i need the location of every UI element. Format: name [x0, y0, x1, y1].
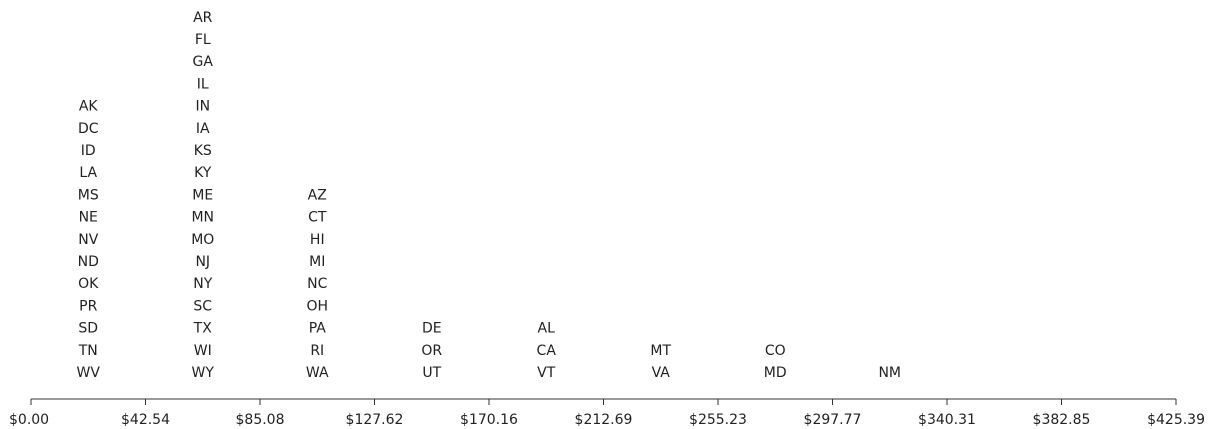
- state-label: WV: [77, 365, 101, 381]
- label-stack: AL CA VT: [537, 321, 557, 381]
- state-label: KY: [194, 165, 212, 181]
- state-label: NM: [878, 365, 901, 381]
- state-label: WI: [194, 343, 212, 359]
- state-label: UT: [422, 365, 441, 381]
- label-stack: DE OR UT: [421, 321, 442, 381]
- x-tick-label: $297.77: [804, 412, 862, 428]
- x-tick-label: $42.54: [121, 412, 170, 428]
- state-label: MT: [650, 343, 671, 359]
- state-label: HI: [310, 232, 325, 248]
- state-label: MN: [191, 210, 214, 226]
- state-label: OH: [306, 298, 328, 314]
- state-label: DC: [78, 121, 99, 137]
- state-label: SC: [193, 298, 212, 314]
- state-label: DE: [422, 321, 442, 337]
- state-label: MD: [764, 365, 787, 381]
- state-label: NJ: [195, 254, 210, 270]
- x-tick-label: $85.08: [236, 412, 285, 428]
- x-tick-label: $382.85: [1033, 412, 1091, 428]
- x-tick-label: $425.39: [1147, 412, 1205, 428]
- state-label: CT: [308, 210, 327, 226]
- state-label: TN: [78, 343, 98, 359]
- state-label: IN: [195, 99, 210, 115]
- x-tick-label: $127.62: [346, 412, 404, 428]
- state-label: TX: [193, 321, 213, 337]
- label-stack: AR FL GA IL IN IA KS KY ME MN MO NJ NY SC TX WI WY: [191, 10, 214, 381]
- x-axis-ticks: $0.00 $42.54 $85.08 $127.62 $170.16 $212.69 $2…: [9, 399, 1205, 428]
- state-label: AR: [193, 10, 213, 26]
- state-label: VA: [652, 365, 671, 381]
- label-stacks: AK DC ID LA MS NE NV ND OK PR SD TN WV AR FL GA IL IN IA KS…: [77, 10, 901, 381]
- label-stack: AZ CT HI MI NC OH PA RI WA: [306, 187, 329, 381]
- state-label: OR: [421, 343, 442, 359]
- state-label: RI: [310, 343, 324, 359]
- state-label: AL: [538, 321, 556, 337]
- state-label: SD: [78, 321, 98, 337]
- state-label: NY: [193, 276, 212, 292]
- state-label: AZ: [308, 187, 327, 203]
- state-label: OK: [78, 276, 99, 292]
- state-label: AK: [79, 99, 99, 115]
- state-label: ME: [192, 187, 213, 203]
- state-label: GA: [193, 54, 214, 70]
- state-label: PR: [79, 298, 97, 314]
- state-label: KS: [194, 143, 212, 159]
- state-label: IA: [196, 121, 210, 137]
- state-label: NC: [307, 276, 327, 292]
- state-label: NV: [78, 232, 98, 248]
- state-label: WA: [306, 365, 329, 381]
- label-stack: MT VA: [650, 343, 671, 381]
- x-tick-label: $340.31: [918, 412, 976, 428]
- x-tick-label: $255.23: [689, 412, 747, 428]
- label-stack: CO MD: [764, 343, 787, 381]
- state-label: FL: [195, 32, 211, 48]
- x-tick-label: $0.00: [9, 412, 49, 428]
- state-label: CA: [537, 343, 557, 359]
- label-stack: NM: [878, 365, 901, 381]
- x-tick-label: $212.69: [575, 412, 633, 428]
- state-label: MO: [191, 232, 214, 248]
- state-label: ND: [78, 254, 99, 270]
- state-label: ID: [81, 143, 96, 159]
- state-label: WY: [192, 365, 215, 381]
- state-label: IL: [197, 76, 209, 92]
- state-label: MI: [309, 254, 325, 270]
- state-label: VT: [537, 365, 556, 381]
- x-tick-label: $170.16: [460, 412, 518, 428]
- label-stack: AK DC ID LA MS NE NV ND OK PR SD TN WV: [77, 99, 101, 381]
- state-label: PA: [309, 321, 327, 337]
- state-label: CO: [765, 343, 786, 359]
- state-label: NE: [79, 210, 98, 226]
- state-label: LA: [79, 165, 97, 181]
- state-label: MS: [78, 187, 99, 203]
